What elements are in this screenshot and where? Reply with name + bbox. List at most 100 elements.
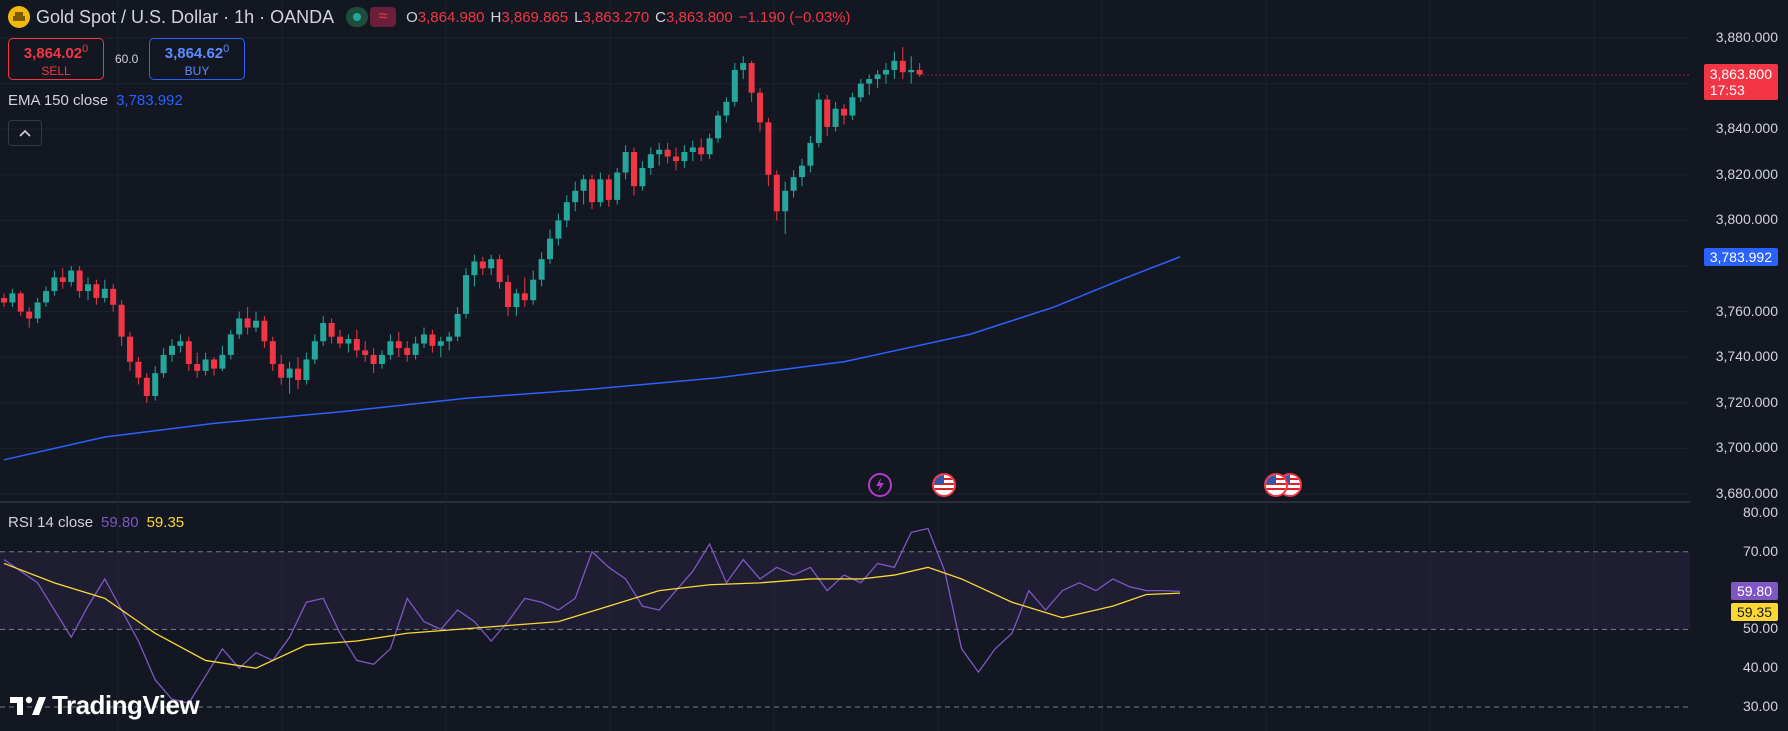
candle-body xyxy=(286,368,293,378)
candle-body xyxy=(9,293,16,303)
candle-body xyxy=(387,341,394,355)
candle-body xyxy=(673,156,679,162)
candle-body xyxy=(824,99,831,127)
candle-body xyxy=(857,83,864,98)
candle-body xyxy=(152,373,159,396)
candle-body xyxy=(185,341,192,365)
candle-body xyxy=(127,336,133,362)
candle-body xyxy=(547,238,553,260)
chevron-up-icon xyxy=(19,129,31,137)
candle-body xyxy=(177,341,184,346)
candle-body xyxy=(169,345,175,355)
collapse-legend-button[interactable] xyxy=(8,120,42,146)
candle-body xyxy=(513,293,520,308)
candle-body xyxy=(85,284,91,292)
rsi-value-tag: 59.80 xyxy=(1730,582,1778,600)
wave-compare-icon[interactable]: ≈ xyxy=(370,7,397,27)
candle-body xyxy=(379,354,385,365)
ema-legend[interactable]: EMA 150 close 3,783.992 xyxy=(8,92,183,109)
candle-body xyxy=(899,60,906,73)
candle-body xyxy=(211,359,217,369)
candle-body xyxy=(437,341,444,346)
candle-body xyxy=(261,320,268,342)
candle-body xyxy=(631,152,637,187)
candle-body xyxy=(521,293,528,301)
candle-body xyxy=(597,179,604,203)
symbol-title[interactable]: Gold Spot / U.S. Dollar · 1h · OANDA xyxy=(36,6,335,27)
price-axis-label: 3,800.000 xyxy=(1715,211,1778,228)
candle-body xyxy=(614,172,621,200)
candle-body xyxy=(219,354,226,369)
candle-body xyxy=(101,288,108,298)
candle-body xyxy=(328,323,335,337)
candle-body xyxy=(68,270,75,282)
rsi-ma-value: 59.35 xyxy=(146,514,185,531)
candle-body xyxy=(345,338,352,344)
candle-body xyxy=(143,377,150,396)
candle-body xyxy=(194,364,201,371)
ohlc-high: H3,869.865 xyxy=(490,8,569,26)
candle-body xyxy=(253,320,259,328)
tradingview-logo[interactable]: TradingView xyxy=(10,690,200,721)
us-flag-event-icon[interactable] xyxy=(932,473,956,497)
candle-body xyxy=(647,154,654,168)
rsi-legend[interactable]: RSI 14 close 59.80 59.35 xyxy=(8,514,184,531)
rsi-axis-label: 30.00 xyxy=(1742,698,1778,714)
candle-body xyxy=(244,318,251,328)
us-flag-event-icon[interactable] xyxy=(1264,473,1288,497)
symbol-legend[interactable]: Gold Spot / U.S. Dollar · 1h · OANDA ≈ O… xyxy=(8,6,851,28)
candle-body xyxy=(353,338,360,351)
candle-body xyxy=(639,167,646,187)
ohlc-low: L3,863.270 xyxy=(574,8,650,26)
candle-body xyxy=(236,318,243,335)
rsi-axis-label: 80.00 xyxy=(1742,504,1778,520)
ohlc-open: O3,864.980 xyxy=(406,8,485,26)
candle-body xyxy=(303,359,310,380)
candle-body xyxy=(908,69,915,73)
candle-body xyxy=(841,108,847,116)
market-open-dot-icon[interactable] xyxy=(346,7,369,27)
rsi-value: 59.80 xyxy=(101,514,139,531)
candle-body xyxy=(757,92,763,123)
sell-button[interactable]: 3,864.020 SELL xyxy=(8,38,104,80)
candle-body xyxy=(488,259,495,269)
candle-body xyxy=(589,179,595,203)
candle-body xyxy=(269,341,276,365)
candle-body xyxy=(421,334,427,344)
gold-coin-icon xyxy=(8,6,30,28)
candle-body xyxy=(773,174,780,212)
candle-body xyxy=(295,368,301,380)
candle-body xyxy=(866,79,873,84)
candle-body xyxy=(849,97,856,116)
candle-body xyxy=(496,259,503,282)
lightning-event-icon[interactable] xyxy=(868,473,892,497)
candle-body xyxy=(311,341,318,360)
candle-body xyxy=(93,284,100,298)
candle-body xyxy=(404,348,411,355)
candle-body xyxy=(135,361,142,378)
bar-countdown: 17:53 xyxy=(1709,82,1745,98)
candle-body xyxy=(555,220,562,239)
candle-body xyxy=(1,297,7,303)
candle-body xyxy=(530,279,537,301)
ema-label: EMA 150 close xyxy=(8,92,109,109)
price-axis-label: 3,880.000 xyxy=(1715,29,1778,45)
candle-body xyxy=(706,138,713,155)
candle-body xyxy=(664,149,671,157)
candle-body xyxy=(782,190,789,212)
ema-value: 3,783.992 xyxy=(116,92,183,109)
last-price-tag: 3,863.800 17:53 xyxy=(1703,64,1778,100)
ohlc-close: C3,863.800 xyxy=(655,8,733,26)
candle-body xyxy=(572,190,579,203)
buy-button[interactable]: 3,864.620 BUY xyxy=(149,38,245,80)
candle-body xyxy=(34,302,41,319)
price-axis-label: 3,740.000 xyxy=(1715,348,1778,365)
candle-body xyxy=(59,277,66,282)
rsi-axis-label: 70.00 xyxy=(1742,542,1778,559)
candle-body xyxy=(832,108,839,127)
rsi-ma-line xyxy=(3,562,1181,669)
candle-body xyxy=(110,288,117,305)
spread-value: 60.0 xyxy=(115,52,139,66)
sell-price-small: 0 xyxy=(82,43,89,55)
